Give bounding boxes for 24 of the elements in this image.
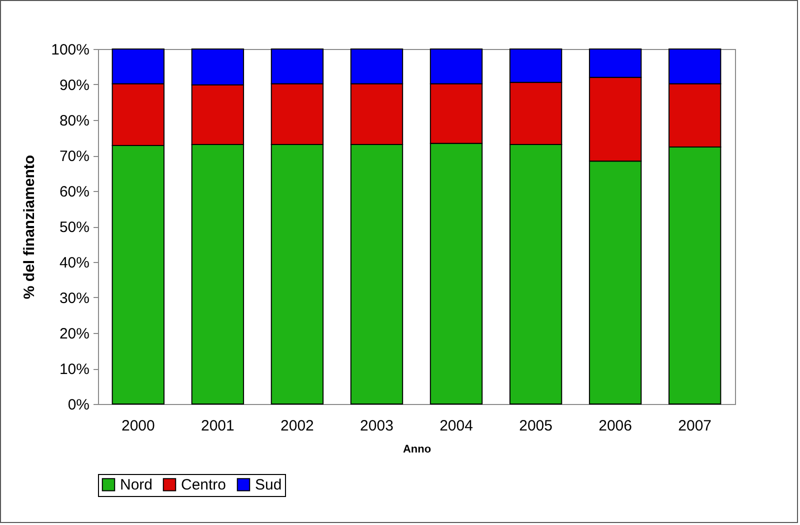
y-tick-label: 10%: [59, 361, 90, 378]
legend-label: Nord: [120, 476, 153, 494]
x-tick-label: 2004: [440, 418, 473, 434]
y-tick-label: 80%: [59, 112, 90, 130]
legend-label: Centro: [181, 476, 226, 494]
y-tick-label: 30%: [59, 290, 90, 307]
y-tick-label: 0%: [68, 396, 90, 414]
x-tick-label: 2006: [598, 418, 632, 434]
x-tick-label: 2001: [201, 418, 234, 434]
legend-label: Sud: [255, 476, 282, 494]
x-tick-label: 2002: [280, 418, 314, 434]
y-tick-label: 60%: [59, 184, 90, 200]
y-tick-label: 50%: [59, 219, 90, 236]
y-tick-label: 40%: [59, 254, 90, 272]
y-tick-label: 70%: [59, 148, 90, 165]
x-tick-label: 2005: [519, 418, 552, 434]
y-tick-label: 20%: [59, 326, 90, 342]
x-axis-title: Anno: [402, 444, 432, 456]
x-tick-label: 2007: [678, 418, 712, 434]
y-axis-title: % del finanziamento: [21, 154, 38, 300]
x-tick-label: 2003: [360, 418, 394, 434]
y-tick-label: 90%: [59, 77, 90, 94]
x-tick-label: 2000: [121, 418, 155, 434]
y-tick-label: 100%: [51, 42, 90, 58]
